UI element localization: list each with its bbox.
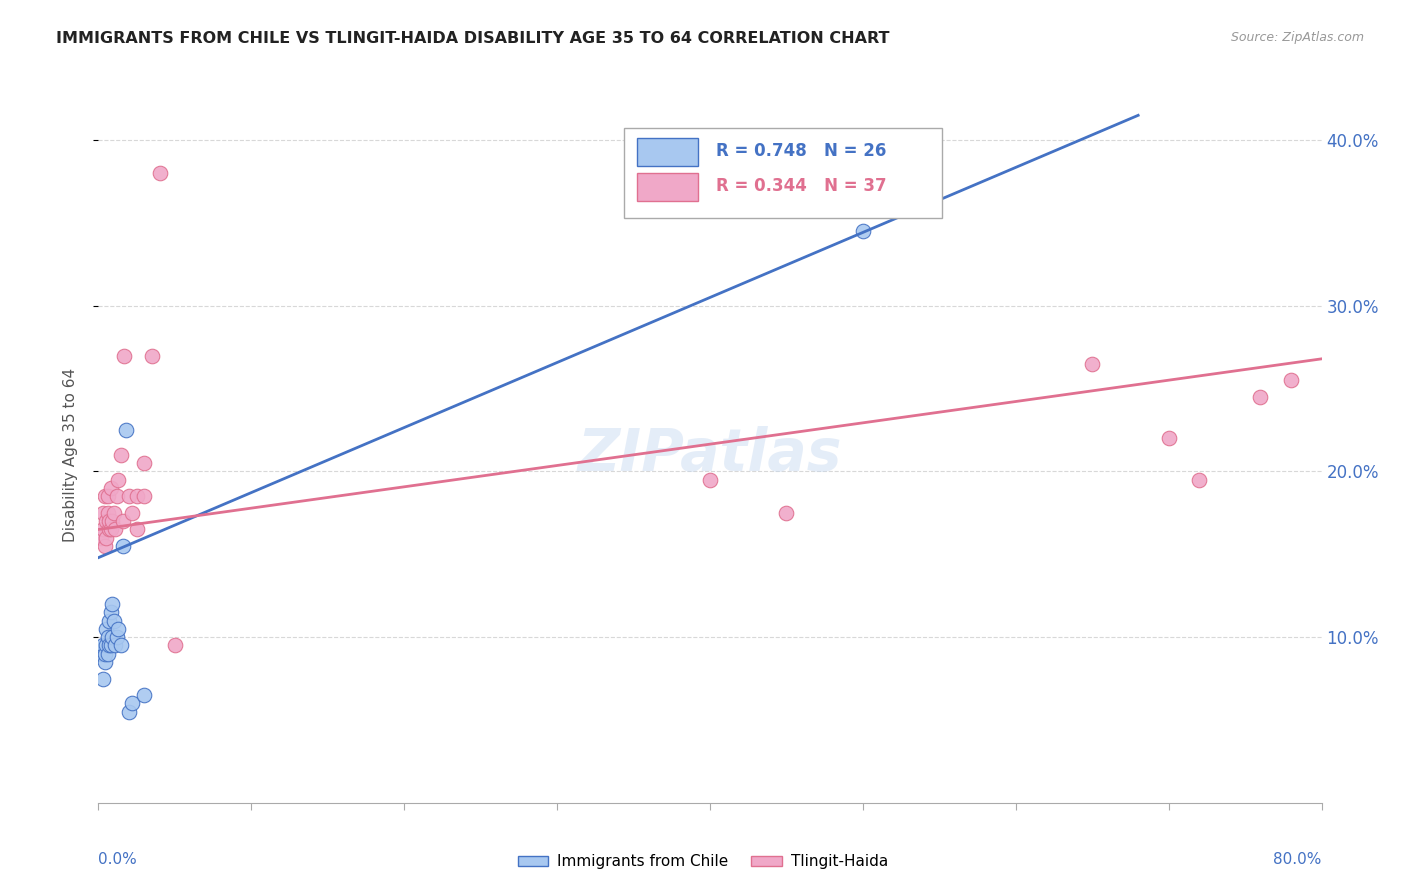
Point [90, 531, 112, 545]
Point [149, 166, 172, 180]
Point [134, 688, 156, 702]
Point [97, 489, 120, 503]
FancyBboxPatch shape [624, 128, 942, 219]
Point [94, 531, 117, 545]
Point [1081, 357, 1104, 371]
FancyBboxPatch shape [637, 173, 697, 201]
Point [110, 639, 132, 653]
Point [1188, 473, 1211, 487]
Point [101, 630, 124, 644]
Point [94, 639, 117, 653]
Point [141, 349, 163, 363]
Point [105, 489, 128, 503]
Point [97, 647, 120, 661]
Point [97, 506, 120, 520]
Text: 80.0%: 80.0% [1274, 852, 1322, 866]
Legend: Immigrants from Chile, Tlingit-Haida: Immigrants from Chile, Tlingit-Haida [512, 848, 894, 875]
FancyBboxPatch shape [637, 138, 697, 166]
Point [98, 614, 121, 628]
Point [91, 672, 114, 686]
Point [134, 456, 156, 470]
Point [775, 506, 797, 520]
Point [100, 481, 122, 495]
Point [105, 630, 128, 644]
Point [94, 514, 117, 528]
Point [93, 489, 115, 503]
Point [91, 639, 114, 653]
Point [112, 349, 135, 363]
Point [100, 639, 122, 653]
Point [107, 622, 129, 636]
Point [101, 514, 124, 528]
Point [93, 539, 115, 553]
Point [98, 639, 121, 653]
Text: IMMIGRANTS FROM CHILE VS TLINGIT-HAIDA DISABILITY AGE 35 TO 64 CORRELATION CHART: IMMIGRANTS FROM CHILE VS TLINGIT-HAIDA D… [56, 31, 890, 46]
Point [101, 597, 124, 611]
Point [1157, 431, 1180, 445]
Point [107, 473, 129, 487]
Point [1279, 373, 1302, 387]
Point [125, 523, 148, 537]
Point [103, 614, 125, 628]
Point [134, 489, 156, 503]
Point [103, 506, 125, 520]
Point [93, 655, 115, 669]
Point [111, 539, 134, 553]
Point [110, 448, 132, 462]
Point [104, 639, 127, 653]
Point [118, 705, 141, 719]
Point [98, 523, 121, 537]
Y-axis label: Disability Age 35 to 64: Disability Age 35 to 64 [63, 368, 77, 542]
Point [91, 523, 114, 537]
Point [111, 514, 134, 528]
Point [699, 473, 721, 487]
Point [94, 622, 117, 636]
Text: R = 0.748   N = 26: R = 0.748 N = 26 [716, 142, 887, 160]
Point [104, 523, 127, 537]
Point [91, 506, 114, 520]
Point [121, 506, 143, 520]
Point [98, 514, 121, 528]
Text: ZIPatlas: ZIPatlas [578, 426, 842, 483]
Text: Source: ZipAtlas.com: Source: ZipAtlas.com [1230, 31, 1364, 45]
Text: R = 0.344   N = 37: R = 0.344 N = 37 [716, 177, 887, 194]
Point [121, 697, 143, 711]
Point [115, 423, 138, 437]
Point [97, 630, 120, 644]
Point [90, 647, 112, 661]
Point [163, 639, 186, 653]
Point [852, 224, 875, 238]
Point [100, 605, 122, 619]
Point [100, 523, 122, 537]
Point [125, 489, 148, 503]
Point [1249, 390, 1271, 404]
Text: 0.0%: 0.0% [98, 852, 138, 866]
Point [93, 647, 115, 661]
Point [118, 489, 141, 503]
